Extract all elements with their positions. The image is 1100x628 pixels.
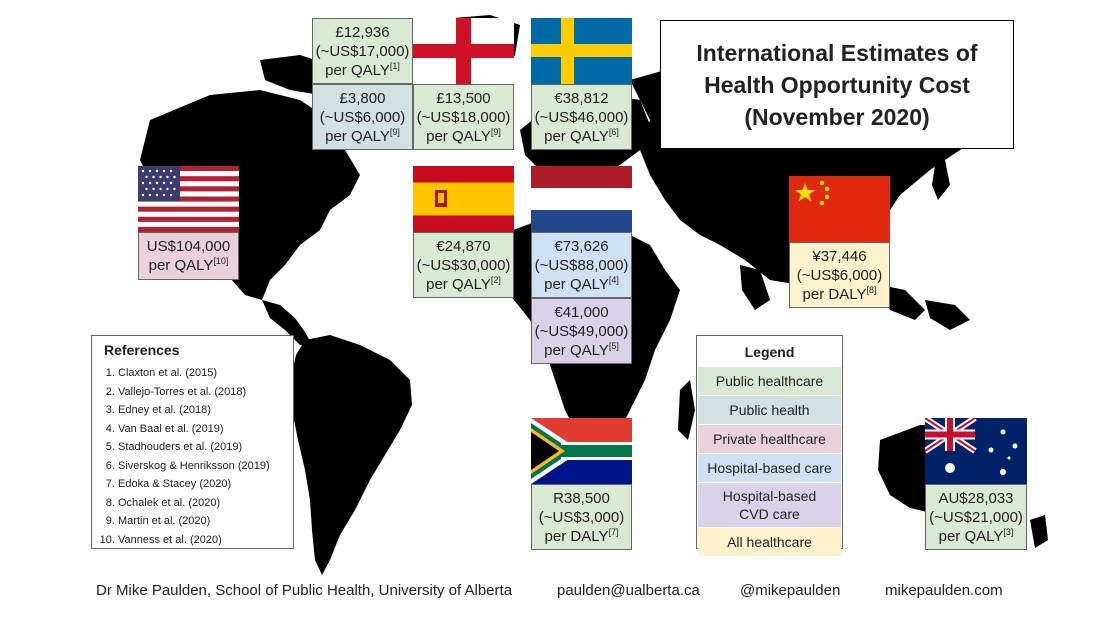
south-africa-box: R38,500 (~US$3,000) per DALY[7] [531, 484, 632, 550]
reference-item: Edney et al. (2018) [118, 401, 293, 420]
reference-item: Edoka & Stacey (2020) [118, 475, 293, 494]
england-flag-icon [413, 18, 514, 84]
value-line: AU$28,033 [938, 489, 1014, 507]
sweden-box: €38,812 (~US$46,000) per QALY[6] [531, 84, 632, 150]
value-line: R38,500 [553, 489, 610, 507]
england-public-healthcare-box: £12,936 (~US$17,000) per QALY[1] [312, 18, 413, 84]
legend-item-all-healthcare: All healthcare [698, 527, 841, 556]
reference-item: Siverskog & Henriksson (2019) [118, 457, 293, 476]
legend-item-hospital-cvd-care: Hospital-based CVD care [698, 482, 841, 527]
usd-line: (~US$18,000) [416, 108, 511, 126]
usa-flag-icon [138, 166, 239, 232]
title-line-1: International Estimates of [696, 39, 978, 66]
value-line: £13,500 [436, 89, 491, 107]
reference-item: Martin et al. (2020) [118, 512, 293, 531]
spain-flag-icon [413, 166, 514, 232]
title-line-3: (November 2020) [744, 103, 930, 130]
legend-heading: Legend [744, 344, 795, 360]
value-line: US$104,000 [146, 238, 231, 255]
reference-item: Claxton et al. (2015) [118, 364, 293, 383]
value-line: £12,936 [335, 23, 390, 41]
netherlands-flag-icon [531, 166, 632, 232]
value-line: €41,000 [554, 303, 609, 321]
unit-line: per QALY[1] [325, 60, 400, 79]
reference-item: Stadhouders et al. (2019) [118, 438, 293, 457]
legend-item-hospital-based-care: Hospital-based care [698, 453, 841, 482]
netherlands-cvd-box: €41,000 (~US$49,000) per QALY[5] [531, 298, 632, 364]
legend-item-public-healthcare: Public healthcare [698, 366, 841, 395]
footer-twitter[interactable]: @mikepaulden [740, 582, 841, 599]
usd-line: (~US$3,000) [538, 508, 625, 526]
south-africa-flag-icon [531, 418, 632, 484]
unit-line: per QALY[3] [938, 526, 1014, 545]
reference-item: Ochalek et al. (2020) [118, 494, 293, 513]
usd-line: (~US$17,000) [315, 42, 410, 60]
usd-line: (~US$30,000) [416, 256, 511, 274]
china-flag-icon [789, 176, 890, 242]
england-public-healthcare-2-box: £13,500 (~US$18,000) per QALY[9] [413, 84, 514, 150]
legend-panel: Legend Public healthcare Public health P… [696, 335, 843, 556]
references-panel: References Claxton et al. (2015) Vallejo… [91, 335, 294, 549]
australia-box: AU$28,033 (~US$21,000) per QALY[3] [925, 484, 1027, 550]
usd-line: (~US$46,000) [534, 108, 629, 126]
usd-line: (~US$88,000) [534, 256, 629, 274]
legend-item-private-healthcare: Private healthcare [698, 424, 841, 453]
netherlands-hospital-box: €73,626 (~US$88,000) per QALY[4] [531, 232, 632, 298]
unit-line: per QALY[9] [426, 126, 501, 145]
usd-line: (~US$49,000) [534, 322, 629, 340]
references-heading: References [104, 342, 180, 358]
usa-box: US$104,000 per QALY[10] [138, 232, 239, 280]
title-box: International Estimates of Health Opport… [660, 20, 1014, 149]
value-line: €24,870 [436, 237, 491, 255]
unit-line: per DALY[8] [802, 284, 877, 303]
china-box: ¥37,446 (~US$6,000) per DALY[8] [789, 242, 890, 308]
value-line: €38,812 [554, 89, 609, 107]
footer-website[interactable]: mikepaulden.com [885, 582, 1003, 599]
sweden-flag-icon [531, 18, 632, 84]
australia-flag-icon [925, 418, 1027, 484]
value-line: €73,626 [554, 237, 609, 255]
reference-item: Vallejo-Torres et al. (2018) [118, 383, 293, 402]
unit-line: per QALY[9] [325, 126, 400, 145]
value-line: ¥37,446 [812, 247, 867, 265]
footer-author: Dr Mike Paulden, School of Public Health… [96, 582, 513, 599]
unit-line: per QALY[10] [148, 256, 229, 275]
unit-line: per QALY[2] [426, 274, 501, 293]
unit-line: per DALY[7] [544, 526, 619, 545]
spain-box: €24,870 (~US$30,000) per QALY[2] [413, 232, 514, 298]
england-public-health-box: £3,800 (~US$6,000) per QALY[9] [312, 84, 413, 150]
footer-email[interactable]: paulden@ualberta.ca [557, 582, 700, 599]
title-line-2: Health Opportunity Cost [704, 71, 970, 98]
usd-line: (~US$6,000) [319, 108, 406, 126]
reference-item: Vanness et al. (2020) [118, 531, 293, 550]
reference-item: Van Baal et al. (2019) [118, 420, 293, 439]
value-line: £3,800 [339, 89, 386, 107]
legend-item-public-health: Public health [698, 395, 841, 424]
references-list: Claxton et al. (2015) Vallejo-Torres et … [104, 364, 293, 549]
unit-line: per QALY[5] [544, 340, 619, 359]
usd-line: (~US$6,000) [796, 266, 883, 284]
usd-line: (~US$21,000) [929, 508, 1023, 526]
unit-line: per QALY[4] [544, 274, 619, 293]
unit-line: per QALY[6] [544, 126, 619, 145]
